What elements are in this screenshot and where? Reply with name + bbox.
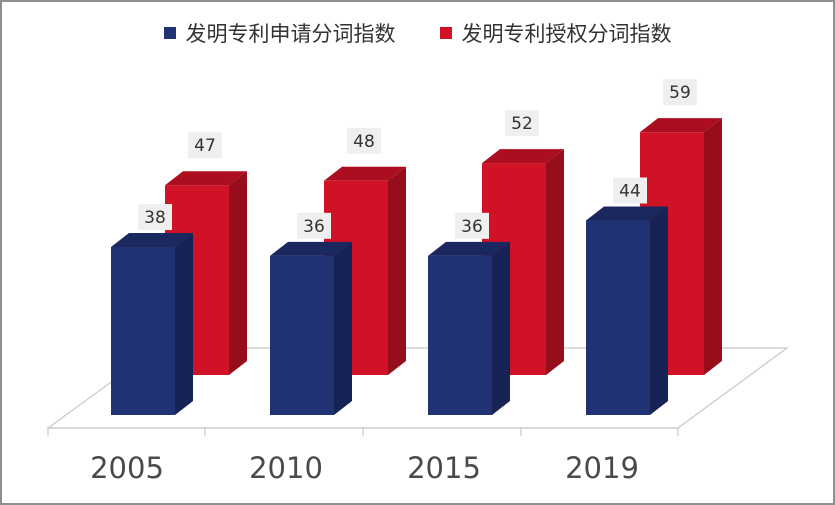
data-label-box [297,212,331,239]
data-label-box [138,204,172,230]
bar-application-2010 [270,241,352,415]
bar-top-face [428,241,510,256]
bars-group [111,118,722,415]
legend-item-grant: 发明专利授权分词指数 [439,18,672,48]
chart-legend: 发明专利申请分词指数 发明专利授权分词指数 [0,18,835,48]
bar-side-face [546,149,564,375]
x-axis-ticks [47,428,679,436]
data-label-box [347,127,381,154]
bar-side-face [650,206,668,415]
x-tick-label: 2010 [249,451,323,485]
bar-side-face [229,171,247,375]
data-label: 47 [188,132,222,159]
data-label-text: 44 [619,181,641,201]
value-labels-group: 47 48 52 59 38 36 36 44 [138,79,697,239]
bar-grant-2015 [482,149,564,375]
bar-top-face [324,166,406,181]
x-tick-label: 2019 [565,451,639,485]
bar-side-face [175,233,193,415]
data-label: 38 [138,204,172,230]
data-label: 36 [297,212,331,239]
bar-front-face [270,255,334,415]
bar-top-face [165,171,247,186]
data-label-text: 38 [144,208,166,228]
bar-top-face [586,206,668,221]
bar-top-face [640,118,722,133]
data-label-box [505,110,539,137]
bar-top-face [482,149,564,164]
data-label-text: 52 [511,114,533,134]
legend-swatch-grant [439,27,452,39]
legend-swatch-application [163,27,176,39]
bar-front-face [428,255,492,415]
data-label-text: 48 [353,132,375,152]
data-label-box [455,212,489,239]
data-label-text: 59 [669,83,691,103]
bar-application-2005 [111,233,193,415]
bar-side-face [388,166,406,375]
data-label: 36 [455,212,489,239]
bar-application-2015 [428,241,510,415]
legend-label-application: 发明专利申请分词指数 [185,22,396,46]
bar-side-face [704,118,722,375]
bar-front-face [111,247,175,415]
data-label: 48 [347,127,381,154]
bar-top-face [270,241,352,256]
bar-application-2019 [586,206,668,415]
x-axis-labels: 2005 2010 2015 2019 [90,451,639,485]
bar-side-face [334,241,352,415]
data-label-text: 36 [303,217,325,237]
bar-top-face [111,233,193,247]
data-label: 52 [505,110,539,137]
data-label-box [663,79,697,106]
data-label-box [613,177,647,204]
legend-label-grant: 发明专利授权分词指数 [461,22,672,46]
bar-front-face [586,220,650,415]
data-label: 59 [663,79,697,106]
data-label: 44 [613,177,647,204]
data-label-text: 47 [194,136,216,156]
data-label-text: 36 [461,217,483,237]
bar-side-face [492,241,510,415]
x-tick-label: 2015 [407,451,481,485]
legend-item-application: 发明专利申请分词指数 [163,18,396,48]
data-label-box [188,132,222,159]
x-tick-label: 2005 [90,451,164,485]
